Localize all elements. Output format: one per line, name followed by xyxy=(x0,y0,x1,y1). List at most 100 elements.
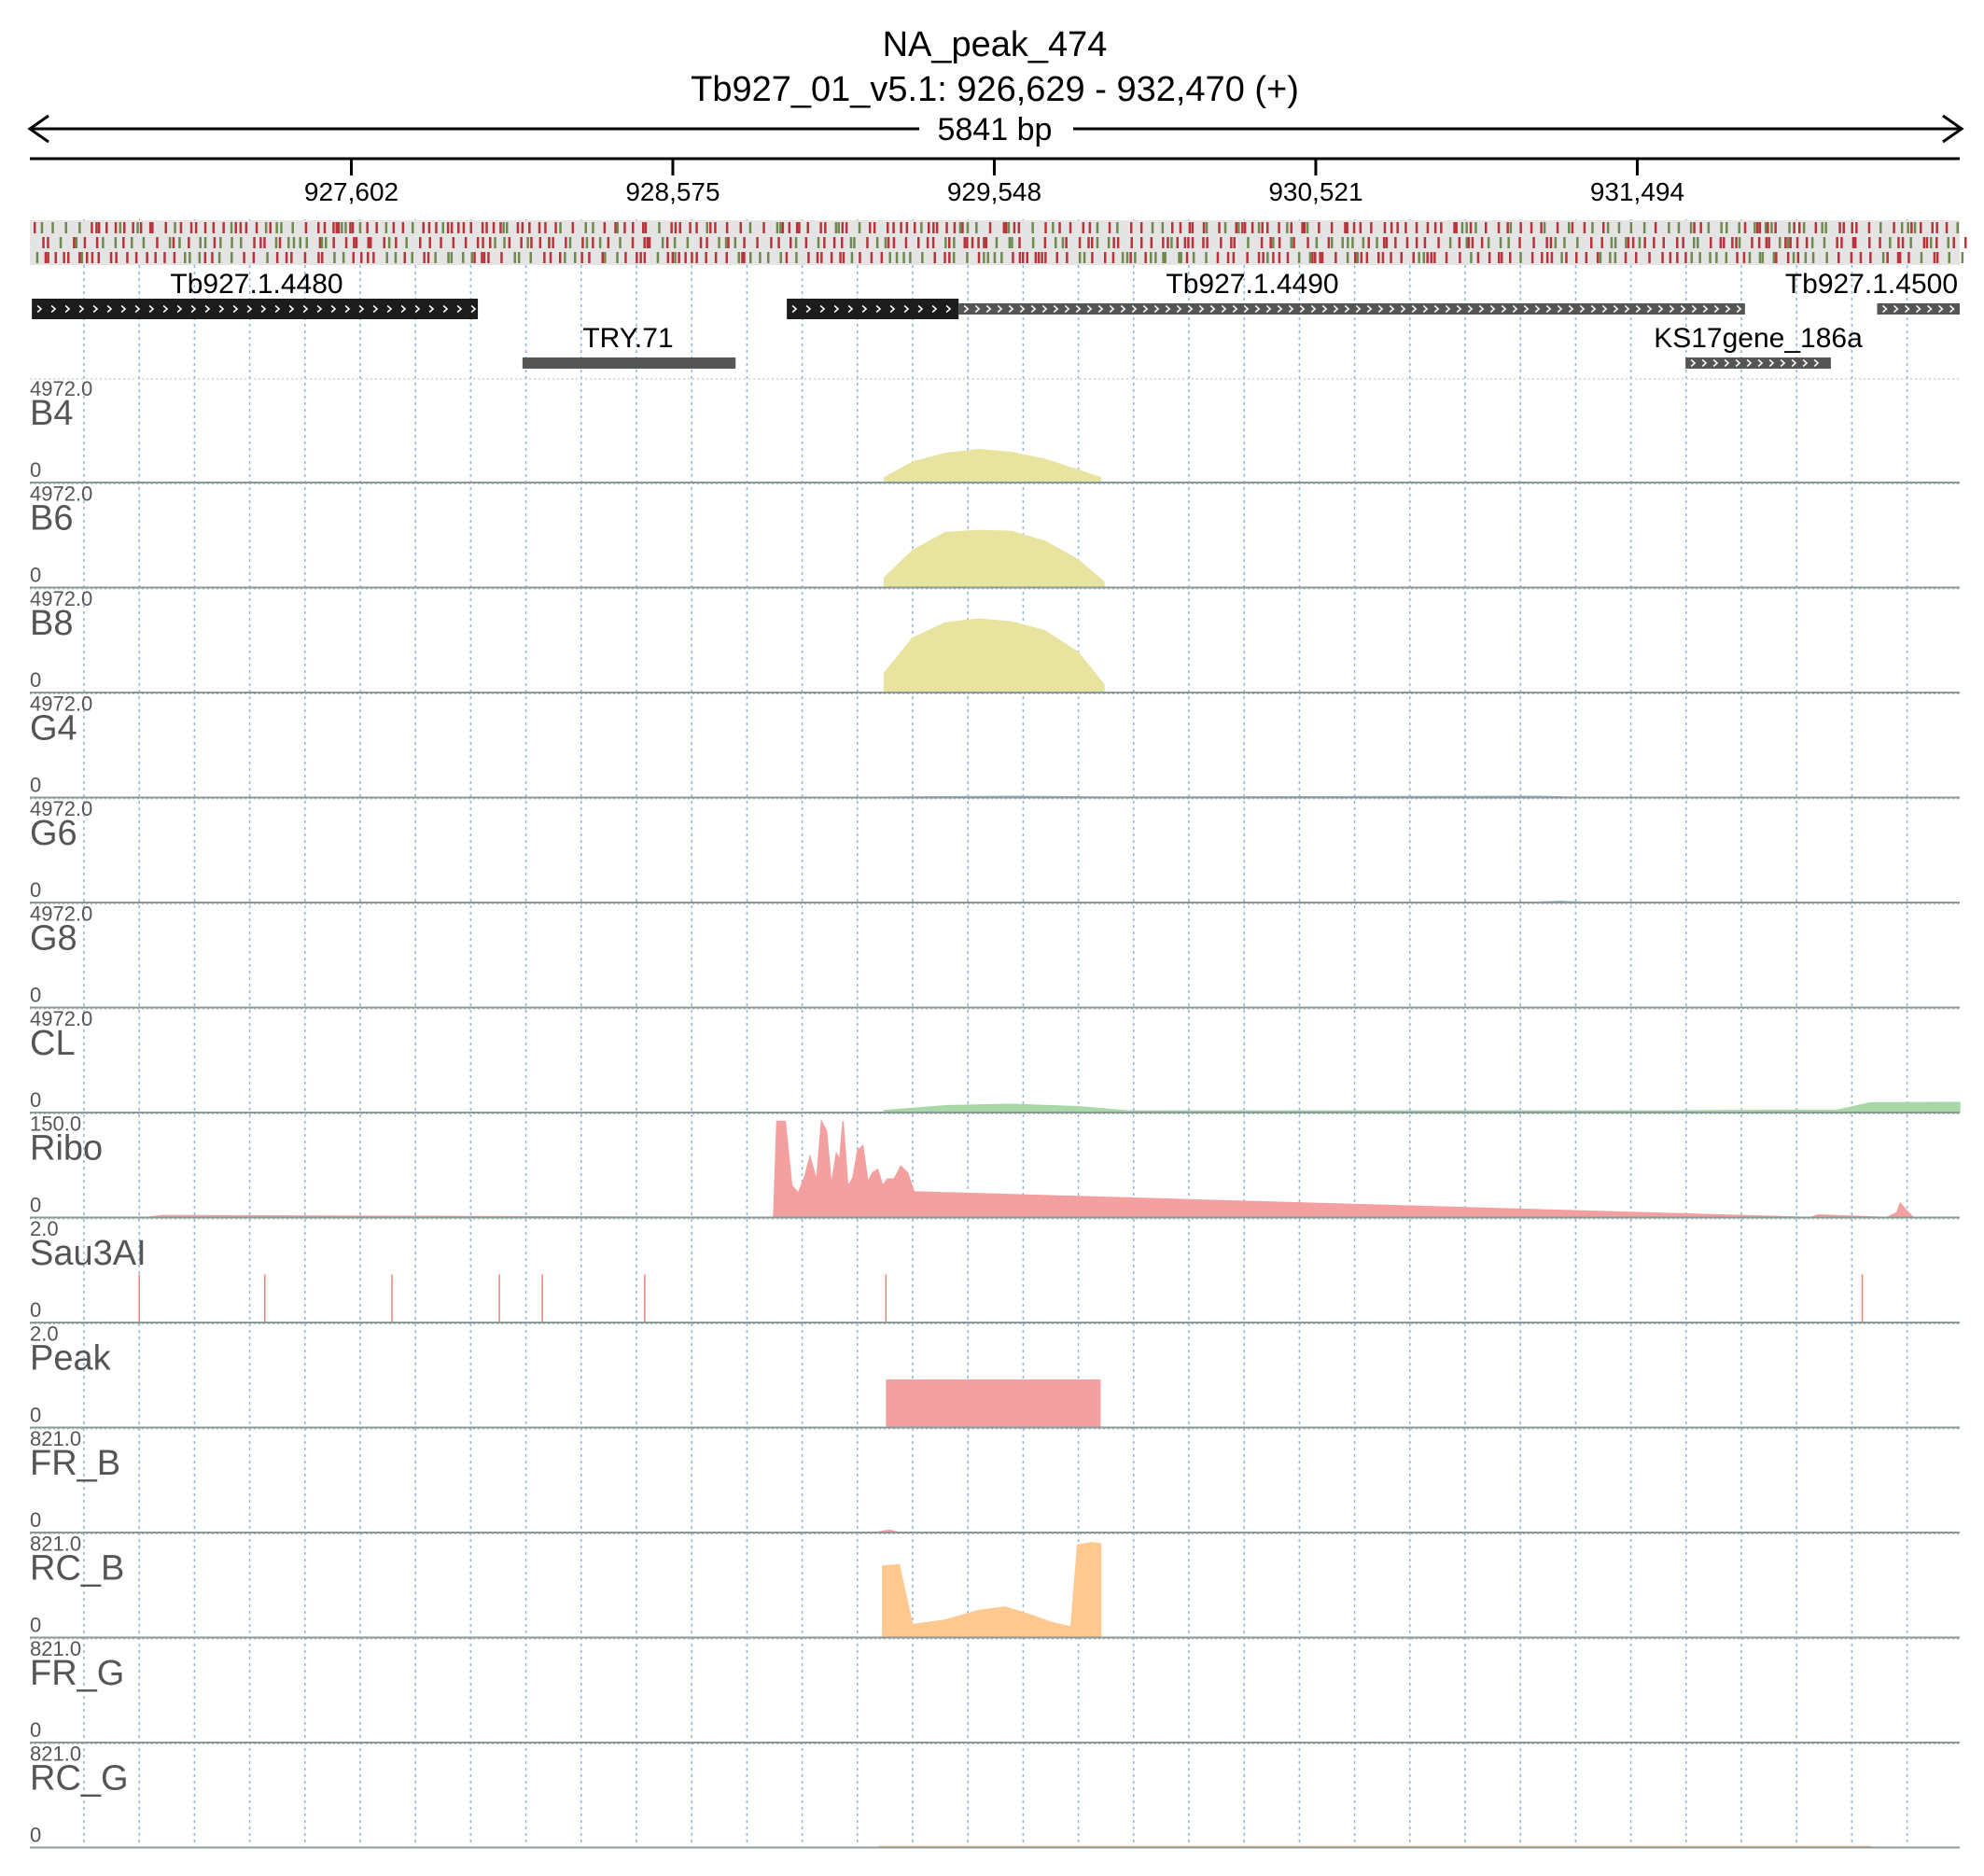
sequence-mark-green xyxy=(1748,252,1752,263)
gene-feature xyxy=(522,357,736,369)
sequence-mark-red xyxy=(1925,237,1929,248)
sequence-mark-green xyxy=(1509,222,1513,233)
sequence-mark-red xyxy=(91,252,94,263)
strand-chevron xyxy=(162,304,169,314)
gene-label: Tb927.1.4500 xyxy=(1785,269,1958,300)
strand-chevron xyxy=(372,304,379,314)
sequence-mark-green xyxy=(1341,237,1344,248)
sequence-mark-red xyxy=(440,237,442,248)
sequence-mark-green xyxy=(75,237,78,248)
sequence-mark-red xyxy=(383,237,385,248)
sequence-mark-green xyxy=(1161,222,1165,233)
sequence-mark-red xyxy=(1935,252,1939,263)
sequence-mark-red xyxy=(1854,237,1857,248)
sequence-mark-green xyxy=(1096,237,1099,248)
sequence-mark-green xyxy=(674,252,677,263)
sequence-mark-red xyxy=(1868,237,1871,248)
sequence-mark-red xyxy=(285,252,288,263)
sequence-mark-green xyxy=(1346,252,1349,263)
sequence-mark-green xyxy=(779,252,782,263)
sequence-mark-red xyxy=(469,222,472,233)
sequence-mark-red xyxy=(1257,252,1261,263)
sequence-mark-green xyxy=(966,222,970,233)
sequence-mark-red xyxy=(73,237,76,248)
gene-label: KS17gene_186a xyxy=(1654,323,1863,354)
strand-chevron xyxy=(1254,304,1261,314)
sequence-mark-red xyxy=(239,222,243,233)
sequence-mark-green xyxy=(1519,252,1522,263)
sequence-mark-green xyxy=(189,252,191,263)
strand-chevron xyxy=(1008,304,1014,314)
sequence-mark-red xyxy=(1191,222,1195,233)
strand-chevron xyxy=(316,304,323,314)
sequence-mark-red xyxy=(1206,237,1209,248)
sequence-mark-green xyxy=(1770,222,1773,233)
sequence-mark-green xyxy=(775,222,779,233)
strand-chevron xyxy=(997,304,1003,314)
sequence-mark-red xyxy=(1319,252,1321,263)
sequence-mark-green xyxy=(795,252,798,263)
sequence-mark-red xyxy=(423,252,426,263)
sequence-mark-green xyxy=(902,252,905,263)
sequence-mark-red xyxy=(1964,237,1967,248)
sequence-mark-red xyxy=(928,222,930,233)
strand-chevron xyxy=(330,304,337,314)
track-signal-area xyxy=(883,449,1102,483)
strand-chevron xyxy=(1712,358,1719,368)
track-name: RC_B xyxy=(30,1549,124,1589)
strand-chevron xyxy=(176,304,183,314)
strand-chevron xyxy=(1355,304,1362,314)
sequence-mark-red xyxy=(1836,237,1838,248)
sequence-mark-red xyxy=(1367,237,1370,248)
strand-chevron xyxy=(1221,304,1227,314)
sequence-mark-green xyxy=(1008,237,1012,248)
track-max-label: 4972.0 xyxy=(30,587,92,610)
sequence-mark-green xyxy=(1956,222,1959,233)
strand-chevron xyxy=(1904,304,1910,314)
sequence-mark-red xyxy=(1869,252,1872,263)
strand-chevron xyxy=(288,304,295,314)
sequence-mark-red xyxy=(789,237,792,248)
sequence-mark-green xyxy=(1554,237,1558,248)
sequence-mark-red xyxy=(213,237,217,248)
sequence-mark-green xyxy=(434,252,437,263)
sequence-mark-red xyxy=(869,222,872,233)
sequence-mark-red xyxy=(489,237,492,248)
sequence-mark-green xyxy=(1237,222,1240,233)
sequence-mark-red xyxy=(933,252,936,263)
sequence-mark-red xyxy=(845,222,848,233)
sequence-mark-green xyxy=(1726,222,1728,233)
sequence-mark-red xyxy=(1230,237,1233,248)
track-min-label: 0 xyxy=(30,1508,41,1532)
sequence-mark-red xyxy=(1278,237,1281,248)
sequence-mark-red xyxy=(353,237,356,248)
sequence-mark-red xyxy=(360,252,363,263)
sequence-mark-red xyxy=(1383,222,1387,233)
sequence-mark-red xyxy=(670,222,673,233)
sequence-mark-green xyxy=(1725,252,1728,263)
sequence-mark-red xyxy=(966,237,969,248)
sequence-mark-green xyxy=(1151,222,1154,233)
sequence-mark-red xyxy=(699,237,703,248)
strand-chevron xyxy=(1400,304,1406,314)
strand-chevron xyxy=(875,304,882,314)
sequence-mark-green xyxy=(168,237,172,248)
sequence-mark-green xyxy=(995,237,999,248)
strand-chevron xyxy=(1422,304,1429,314)
strand-chevron xyxy=(232,304,239,314)
sequence-mark-red xyxy=(1480,237,1484,248)
sequence-mark-red xyxy=(1935,237,1938,248)
sequence-mark-red xyxy=(666,252,670,263)
sequence-mark-red xyxy=(370,237,372,248)
ruler-tick-label: 928,575 xyxy=(625,177,720,206)
sequence-mark-red xyxy=(1471,237,1474,248)
sequence-mark-green xyxy=(1693,237,1696,248)
sequence-mark-red xyxy=(581,237,584,248)
sequence-mark-red xyxy=(323,222,327,233)
sequence-mark-green xyxy=(174,222,176,233)
sequence-mark-red xyxy=(1318,222,1320,233)
sequence-mark-red xyxy=(1330,222,1334,233)
track-min-label: 0 xyxy=(30,984,41,1007)
strand-chevron xyxy=(1768,358,1775,368)
